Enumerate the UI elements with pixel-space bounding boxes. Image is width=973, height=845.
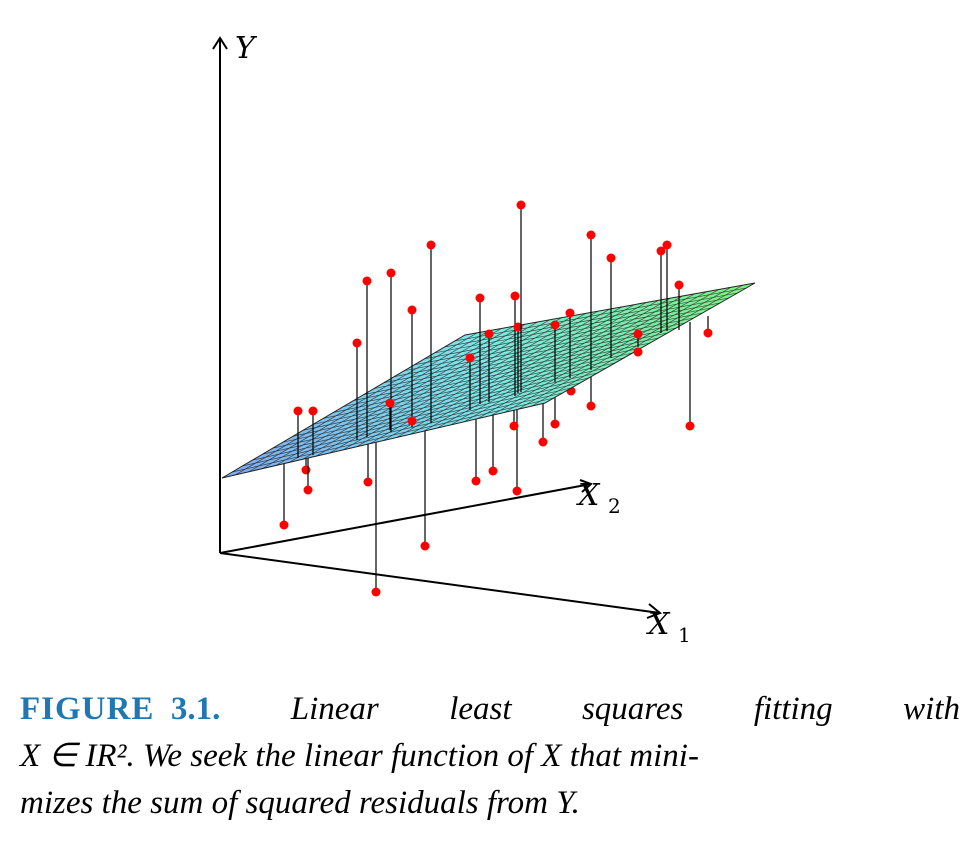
y-axis-arrowhead: [212, 36, 228, 50]
data-point: [656, 246, 666, 256]
x1-axis-label: X: [646, 607, 671, 642]
data-point: [471, 476, 481, 486]
data-point: [516, 200, 526, 210]
caption-word-2: least: [449, 691, 512, 727]
data-point: [633, 329, 643, 339]
y-axis-label: Y: [235, 31, 258, 66]
caption-label: FIGURE: [20, 691, 155, 727]
data-point: [308, 406, 318, 416]
data-point: [606, 253, 616, 263]
data-point: [465, 353, 475, 363]
x1-axis-subscript: 1: [678, 623, 691, 647]
data-point: [371, 587, 381, 597]
data-point: [633, 347, 643, 357]
data-point: [484, 329, 494, 339]
data-point: [293, 406, 303, 416]
data-point: [407, 416, 417, 426]
caption-word-3: squares: [581, 691, 684, 727]
data-point: [279, 520, 289, 530]
data-point: [420, 541, 430, 551]
data-point: [426, 240, 436, 250]
plane-mesh: [232, 284, 747, 476]
data-point: [510, 291, 520, 301]
caption-figure-label: FIGURE 3.1.: [20, 686, 220, 733]
data-point: [662, 240, 672, 250]
data-point: [352, 338, 362, 348]
data-point: [550, 320, 560, 330]
x2-axis-arrowhead: [579, 479, 593, 493]
x2-axis: [219, 483, 592, 554]
data-point: [674, 280, 684, 290]
caption-line-1: FIGURE 3.1. Linear least squares fitting…: [20, 686, 960, 733]
axis-labels: Y X 2 X 1: [235, 31, 691, 647]
data-point: [703, 328, 713, 338]
data-point: [385, 398, 395, 408]
data-point: [303, 485, 313, 495]
caption-word-4: fitting: [753, 691, 833, 727]
data-point: [513, 322, 523, 332]
figure-caption: FIGURE 3.1. Linear least squares fitting…: [20, 686, 960, 827]
mesh-line: [434, 297, 729, 354]
regression-plane-figure: Y X 2 X 1: [212, 31, 756, 647]
data-point: [407, 305, 417, 315]
data-point: [586, 230, 596, 240]
data-point: [362, 276, 372, 286]
data-point: [488, 466, 498, 476]
data-point: [363, 477, 373, 487]
data-point: [475, 293, 485, 303]
data-point: [301, 465, 311, 475]
x1-axis: [219, 552, 661, 614]
axes: [212, 36, 662, 619]
caption-line-2: X ∈ IR². We seek the linear function of …: [20, 738, 699, 774]
data-point: [386, 268, 396, 278]
data-point: [538, 437, 548, 447]
points-above-plane: [293, 200, 684, 458]
caption-word-1: Linear: [290, 691, 379, 727]
x2-axis-subscript: 2: [608, 494, 621, 518]
mesh-line: [531, 284, 744, 407]
data-point: [586, 401, 596, 411]
mesh-line: [454, 287, 747, 342]
caption-number: 3.1.: [170, 691, 221, 727]
mesh-line: [517, 287, 731, 410]
data-point: [565, 308, 575, 318]
mesh-line: [424, 302, 721, 360]
x2-axis-label: X: [576, 478, 601, 513]
data-point: [550, 419, 560, 429]
data-point: [512, 486, 522, 496]
mesh-line: [504, 289, 719, 413]
x1-axis-arrowhead: [646, 603, 662, 619]
caption-line-3: mizes the sum of squared residuals from …: [20, 785, 580, 821]
data-point: [685, 421, 695, 431]
data-point: [509, 421, 519, 431]
caption-word-5: with: [903, 691, 960, 727]
